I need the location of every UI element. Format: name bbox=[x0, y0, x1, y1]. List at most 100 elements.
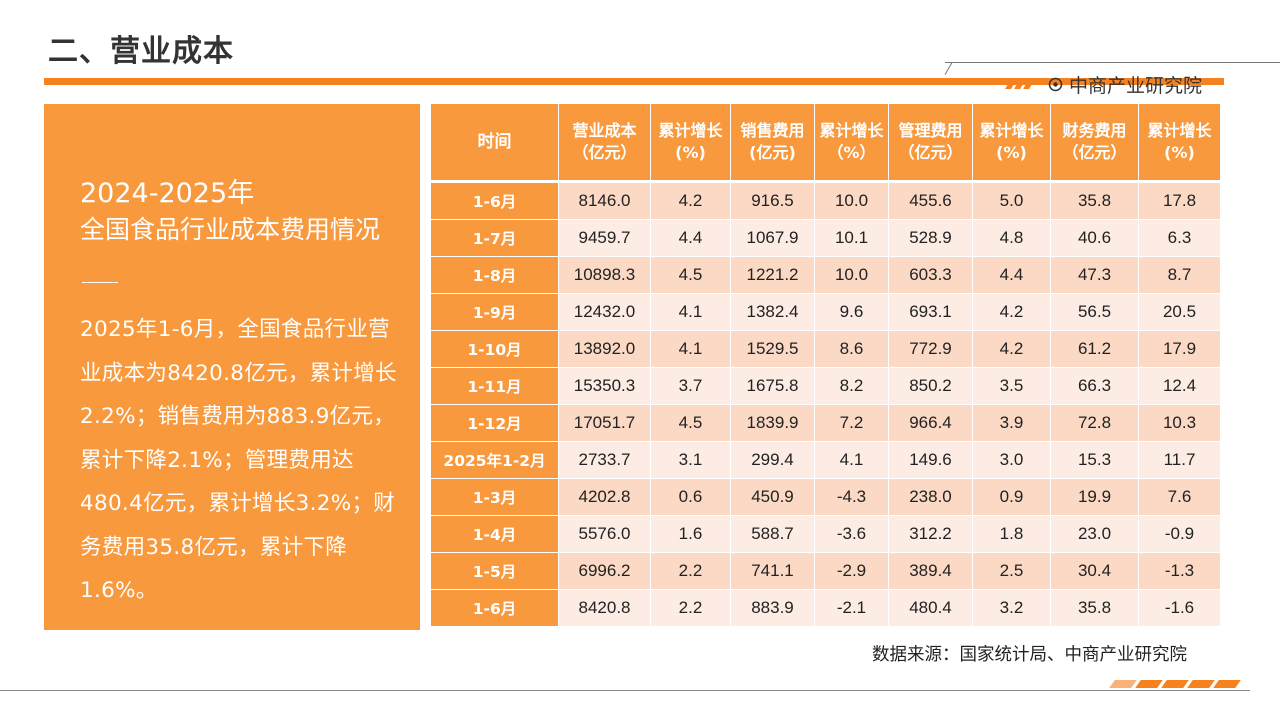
value-cell: 13892.0 bbox=[559, 330, 651, 367]
table-body: 1-6月 8146.0 4.2 916.5 10.0 455.6 5.0 35.8 17.8 1-… bbox=[431, 180, 1221, 626]
value-cell: 693.1 bbox=[889, 293, 973, 330]
value-cell: -1.6 bbox=[1139, 589, 1221, 626]
footer-line bbox=[0, 690, 1250, 691]
value-cell: 47.3 bbox=[1051, 256, 1139, 293]
panel-heading: 2024-2025年 bbox=[80, 178, 255, 209]
value-cell: 4.4 bbox=[973, 256, 1051, 293]
table-row: 1-6月 8420.8 2.2 883.9 -2.1 480.4 3.2 35.8 -1.6 bbox=[431, 589, 1221, 626]
value-cell: 455.6 bbox=[889, 180, 973, 219]
table-row: 1-4月 5576.0 1.6 588.7 -3.6 312.2 1.8 23.0 -0.9 bbox=[431, 515, 1221, 552]
value-cell: 10898.3 bbox=[559, 256, 651, 293]
page-title: 二、营业成本 bbox=[48, 34, 234, 69]
value-cell: 0.9 bbox=[973, 478, 1051, 515]
table-header-row: 时间 营业成本（亿元） 累计增长(%) 销售费用(亿元) 累计增长（%） 管理费… bbox=[431, 104, 1221, 180]
value-cell: 72.8 bbox=[1051, 404, 1139, 441]
table-row: 1-11月 15350.3 3.7 1675.8 8.2 850.2 3.5 66.3 12.4 bbox=[431, 367, 1221, 404]
value-cell: 4.1 bbox=[651, 330, 731, 367]
value-cell: 40.6 bbox=[1051, 219, 1139, 256]
value-cell: 389.4 bbox=[889, 552, 973, 589]
value-cell: 4.2 bbox=[973, 330, 1051, 367]
value-cell: 1.6 bbox=[651, 515, 731, 552]
value-cell: -2.9 bbox=[815, 552, 889, 589]
value-cell: 4.5 bbox=[651, 404, 731, 441]
brand-stripes bbox=[1005, 79, 1035, 89]
footer-stripes bbox=[1109, 680, 1241, 688]
header-operating-cost: 营业成本（亿元） bbox=[559, 104, 651, 180]
value-cell: 2.5 bbox=[973, 552, 1051, 589]
value-cell: 4.8 bbox=[973, 219, 1051, 256]
value-cell: 12.4 bbox=[1139, 367, 1221, 404]
value-cell: 7.6 bbox=[1139, 478, 1221, 515]
table-row: 1-9月 12432.0 4.1 1382.4 9.6 693.1 4.2 56.5 20.5 bbox=[431, 293, 1221, 330]
value-cell: 1529.5 bbox=[731, 330, 815, 367]
value-cell: 312.2 bbox=[889, 515, 973, 552]
table-row: 1-10月 13892.0 4.1 1529.5 8.6 772.9 4.2 61.2 17.9 bbox=[431, 330, 1221, 367]
period-cell: 1-5月 bbox=[431, 552, 559, 589]
value-cell: 1067.9 bbox=[731, 219, 815, 256]
value-cell: 3.2 bbox=[973, 589, 1051, 626]
value-cell: 10.0 bbox=[815, 180, 889, 219]
value-cell: 850.2 bbox=[889, 367, 973, 404]
target-icon bbox=[1048, 77, 1063, 92]
value-cell: 56.5 bbox=[1051, 293, 1139, 330]
value-cell: 0.6 bbox=[651, 478, 731, 515]
value-cell: 5.0 bbox=[973, 180, 1051, 219]
value-cell: 1382.4 bbox=[731, 293, 815, 330]
period-cell: 1-10月 bbox=[431, 330, 559, 367]
value-cell: 10.0 bbox=[815, 256, 889, 293]
value-cell: 61.2 bbox=[1051, 330, 1139, 367]
value-cell: -3.6 bbox=[815, 515, 889, 552]
panel-body-text: 2025年1-6月，全国食品行业营业成本为8420.8亿元，累计增长2.2%；销… bbox=[80, 317, 397, 603]
value-cell: 9459.7 bbox=[559, 219, 651, 256]
value-cell: 4.2 bbox=[973, 293, 1051, 330]
table-row: 1-6月 8146.0 4.2 916.5 10.0 455.6 5.0 35.8 17.8 bbox=[431, 180, 1221, 219]
value-cell: 10.1 bbox=[815, 219, 889, 256]
value-cell: 772.9 bbox=[889, 330, 973, 367]
value-cell: 2733.7 bbox=[559, 441, 651, 478]
value-cell: 4.4 bbox=[651, 219, 731, 256]
value-cell: 4.5 bbox=[651, 256, 731, 293]
value-cell: 450.9 bbox=[731, 478, 815, 515]
value-cell: -1.3 bbox=[1139, 552, 1221, 589]
value-cell: 966.4 bbox=[889, 404, 973, 441]
period-cell: 1-8月 bbox=[431, 256, 559, 293]
value-cell: 3.5 bbox=[973, 367, 1051, 404]
panel-divider bbox=[82, 282, 118, 283]
value-cell: 299.4 bbox=[731, 441, 815, 478]
value-cell: 1675.8 bbox=[731, 367, 815, 404]
period-cell: 1-9月 bbox=[431, 293, 559, 330]
value-cell: 1839.9 bbox=[731, 404, 815, 441]
value-cell: 20.5 bbox=[1139, 293, 1221, 330]
header-admin-expense-growth: 累计增长(%) bbox=[973, 104, 1051, 180]
value-cell: 19.9 bbox=[1051, 478, 1139, 515]
header-admin-expense: 管理费用（亿元） bbox=[889, 104, 973, 180]
header-divider-line bbox=[945, 62, 1280, 63]
value-cell: 3.1 bbox=[651, 441, 731, 478]
value-cell: 528.9 bbox=[889, 219, 973, 256]
value-cell: -0.9 bbox=[1139, 515, 1221, 552]
value-cell: 4.1 bbox=[815, 441, 889, 478]
table-row: 1-7月 9459.7 4.4 1067.9 10.1 528.9 4.8 40.6 6.3 bbox=[431, 219, 1221, 256]
brand-logo: 中商产业研究院 bbox=[1005, 72, 1202, 97]
value-cell: 916.5 bbox=[731, 180, 815, 219]
value-cell: 7.2 bbox=[815, 404, 889, 441]
value-cell: 883.9 bbox=[731, 589, 815, 626]
value-cell: 1221.2 bbox=[731, 256, 815, 293]
value-cell: 12432.0 bbox=[559, 293, 651, 330]
header-selling-expense-growth: 累计增长（%） bbox=[815, 104, 889, 180]
table-row: 1-12月 17051.7 4.5 1839.9 7.2 966.4 3.9 72.8 10.3 bbox=[431, 404, 1221, 441]
value-cell: 35.8 bbox=[1051, 589, 1139, 626]
value-cell: 2.2 bbox=[651, 552, 731, 589]
value-cell: 8.6 bbox=[815, 330, 889, 367]
value-cell: 588.7 bbox=[731, 515, 815, 552]
value-cell: 17051.7 bbox=[559, 404, 651, 441]
value-cell: 2.2 bbox=[651, 589, 731, 626]
period-cell: 1-4月 bbox=[431, 515, 559, 552]
value-cell: 15.3 bbox=[1051, 441, 1139, 478]
value-cell: 30.4 bbox=[1051, 552, 1139, 589]
value-cell: 23.0 bbox=[1051, 515, 1139, 552]
value-cell: 603.3 bbox=[889, 256, 973, 293]
table-row: 1-8月 10898.3 4.5 1221.2 10.0 603.3 4.4 47.3 8.7 bbox=[431, 256, 1221, 293]
value-cell: 17.8 bbox=[1139, 180, 1221, 219]
value-cell: 3.7 bbox=[651, 367, 731, 404]
